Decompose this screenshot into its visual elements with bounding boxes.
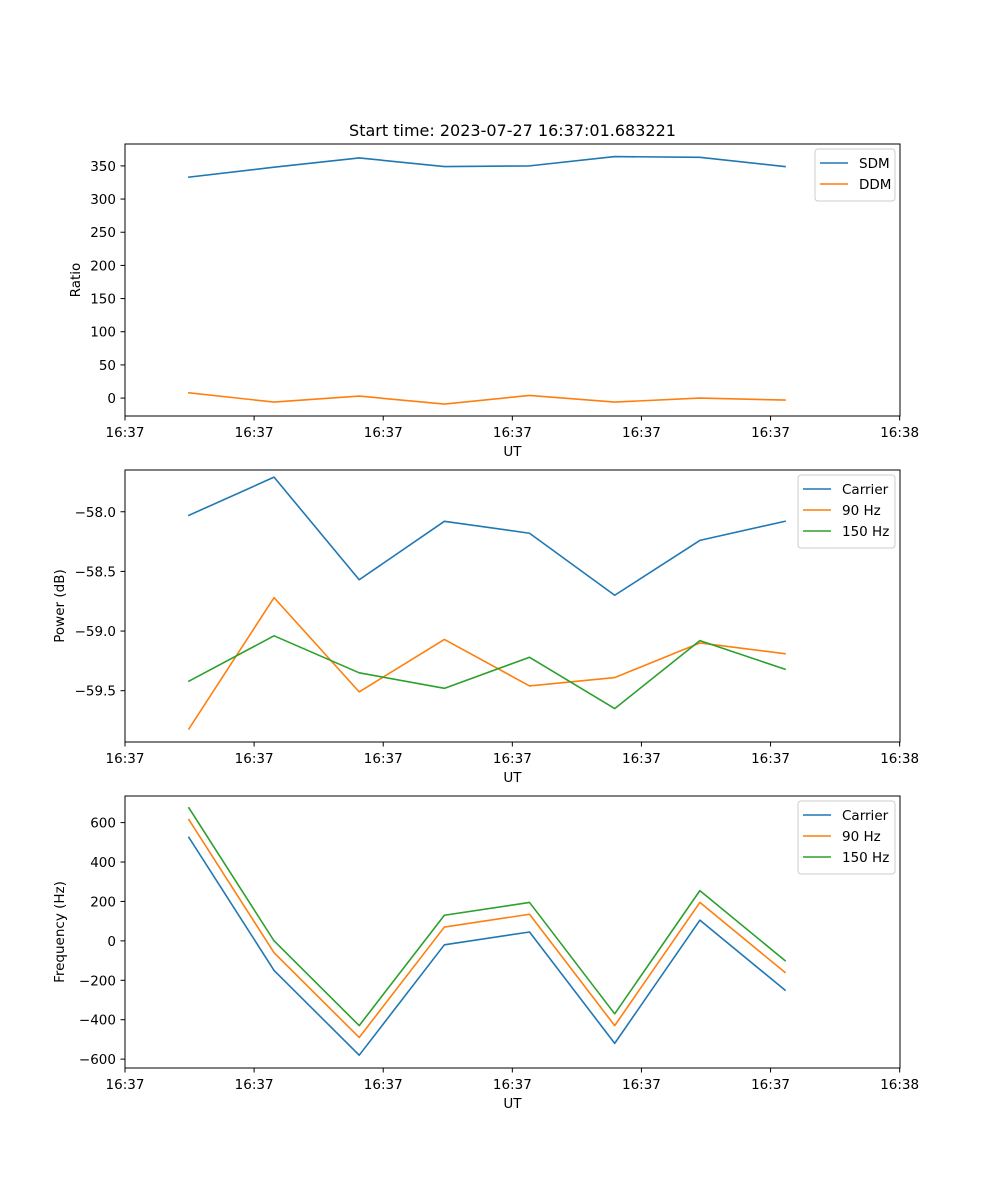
y-tick-label: 350 xyxy=(90,159,116,175)
plot-1: 16:37 16:37 16:37 16:37 16:37 16:37 16:38 0 50 10… xyxy=(68,143,919,460)
y-tick-label: −200 xyxy=(79,973,116,989)
y-tick-label: −59.5 xyxy=(75,684,116,700)
plots: 16:37 16:37 16:37 16:37 16:37 16:37 16:38 0 50 10… xyxy=(52,143,919,1112)
legend-frame xyxy=(797,800,896,875)
legend-label: SDM xyxy=(859,156,890,172)
x-tick-label: 16:37 xyxy=(235,1077,274,1093)
x-tick-label: 16:37 xyxy=(364,1077,403,1093)
x-tick-label: 16:37 xyxy=(364,425,403,441)
series-line-150-hz xyxy=(187,635,787,710)
y-tick-label: −59.0 xyxy=(75,624,116,640)
x-tick-label: 16:37 xyxy=(622,425,661,441)
x-tick-label: 16:38 xyxy=(880,425,919,441)
legend-label: Carrier xyxy=(842,482,889,498)
series-line-ddm xyxy=(187,391,786,405)
x-axis-label: UT xyxy=(503,770,522,786)
x-tick-label: 16:37 xyxy=(106,1077,145,1093)
x-tick-label: 16:37 xyxy=(622,1077,661,1093)
plot-3: 16:37 16:37 16:37 16:37 16:37 16:37 16:38 −600 −… xyxy=(52,795,919,1112)
y-tick-label: 0 xyxy=(107,934,116,950)
series-line-150-hz xyxy=(187,806,787,1027)
figure-title: Start time: 2023-07-27 16:37:01.683221 xyxy=(349,121,676,140)
series-line-90-hz xyxy=(187,596,786,730)
y-tick-label: 150 xyxy=(90,292,116,308)
x-tick-label: 16:37 xyxy=(106,751,145,767)
x-tick-label: 16:38 xyxy=(880,1077,919,1093)
legend: SDM DDM xyxy=(814,148,896,202)
y-tick-label: −400 xyxy=(79,1013,116,1029)
legend-label: 150 Hz xyxy=(842,524,889,540)
legend: Carrier 90 Hz 150 Hz xyxy=(797,474,896,549)
legend-frame xyxy=(797,474,896,549)
x-tick-label: 16:37 xyxy=(493,425,532,441)
legend-label: DDM xyxy=(859,177,891,193)
legend-frame xyxy=(814,148,896,202)
y-tick-label: 0 xyxy=(107,391,116,407)
y-tick-label: 200 xyxy=(90,258,116,274)
legend-label: 90 Hz xyxy=(842,503,881,519)
series-line-90-hz xyxy=(187,818,787,1039)
y-tick-label: 400 xyxy=(90,855,116,871)
x-tick-label: 16:37 xyxy=(235,751,274,767)
x-tick-label: 16:37 xyxy=(493,1077,532,1093)
series-line-carrier xyxy=(187,836,787,1056)
legend: Carrier 90 Hz 150 Hz xyxy=(797,800,896,875)
legend-label: Carrier xyxy=(842,808,889,824)
y-tick-label: −58.5 xyxy=(75,564,116,580)
plot-2: 16:37 16:37 16:37 16:37 16:37 16:37 16:38 −58.0… xyxy=(52,469,919,786)
series-line-sdm xyxy=(187,155,786,179)
x-axis-label: UT xyxy=(503,1096,522,1112)
y-axis-label: Ratio xyxy=(68,263,84,298)
y-tick-label: −58.0 xyxy=(75,505,116,521)
x-tick-label: 16:37 xyxy=(751,425,790,441)
x-tick-label: 16:37 xyxy=(235,425,274,441)
y-tick-label: 50 xyxy=(99,358,116,374)
x-tick-label: 16:37 xyxy=(364,751,403,767)
y-tick-label: −600 xyxy=(79,1052,116,1068)
x-tick-label: 16:37 xyxy=(622,751,661,767)
y-tick-label: 600 xyxy=(90,816,116,832)
legend-label: 150 Hz xyxy=(842,850,889,866)
x-tick-label: 16:37 xyxy=(751,751,790,767)
x-axis-label: UT xyxy=(503,444,522,460)
x-tick-label: 16:37 xyxy=(493,751,532,767)
y-tick-label: 300 xyxy=(90,192,116,208)
y-tick-label: 250 xyxy=(90,225,116,241)
x-tick-label: 16:38 xyxy=(880,751,919,767)
y-axis-label: Frequency (Hz) xyxy=(52,881,68,983)
x-tick-label: 16:37 xyxy=(751,1077,790,1093)
y-tick-label: 200 xyxy=(90,894,116,910)
y-tick-label: 100 xyxy=(90,325,116,341)
legend-label: 90 Hz xyxy=(842,829,881,845)
y-axis-label: Power (dB) xyxy=(52,569,68,642)
x-tick-label: 16:37 xyxy=(106,425,145,441)
series-line-carrier xyxy=(187,476,786,597)
